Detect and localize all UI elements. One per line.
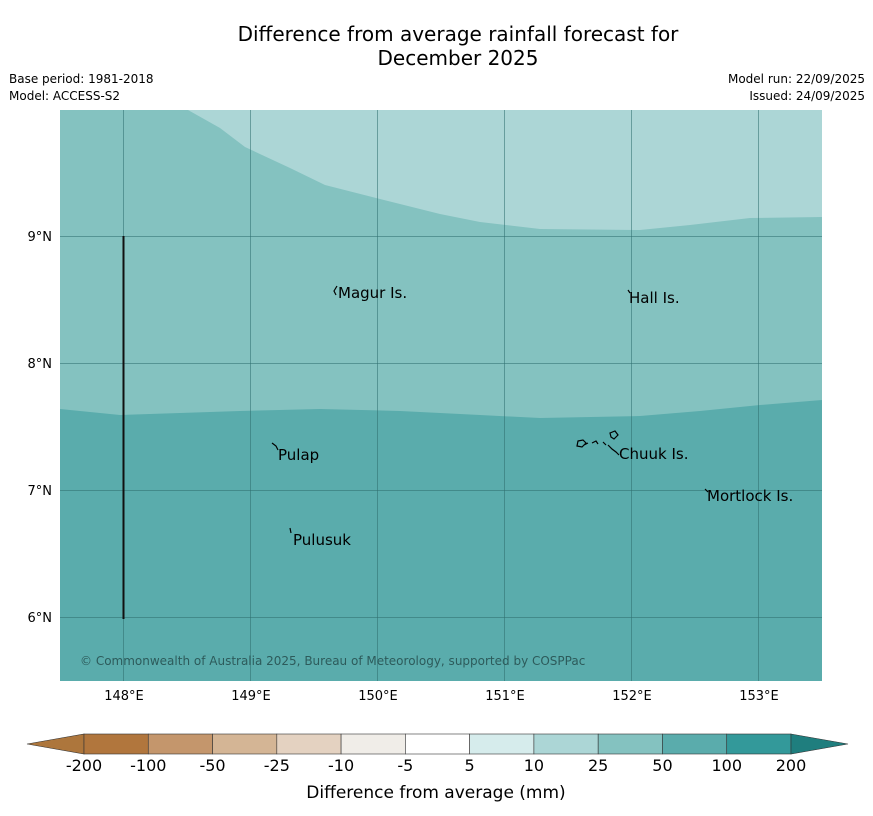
colorbar-title: Difference from average (mm) bbox=[306, 783, 565, 803]
chuuk-lagoon-shape bbox=[576, 430, 620, 456]
colorbar-tick-label: -200 bbox=[66, 756, 102, 775]
colorbar-labels: -200 -100 -50 -25 -10 -5 5 10 25 50 100 200 bbox=[66, 756, 806, 775]
colorbar-tick-label: -100 bbox=[130, 756, 166, 775]
colorbar-tick-label: -25 bbox=[264, 756, 290, 775]
colorbar-tick-label: 5 bbox=[465, 756, 475, 775]
place-label-hall: Hall Is. bbox=[629, 289, 680, 307]
title-line-2: December 2025 bbox=[377, 46, 539, 70]
model-name: Model: ACCESS-S2 bbox=[9, 89, 121, 103]
place-label-mortlock: Mortlock Is. bbox=[707, 487, 793, 505]
colorbar-cell bbox=[405, 733, 470, 755]
issued-date: Issued: 24/09/2025 bbox=[749, 89, 865, 103]
lon-label-149e: 149°E bbox=[231, 689, 271, 704]
lat-label-6n: 6°N bbox=[28, 611, 53, 626]
colorbar-cell bbox=[212, 733, 278, 755]
colorbar-cells bbox=[83, 733, 792, 755]
pulusuk-island-shape bbox=[289, 527, 292, 534]
place-label-chuuk: Chuuk Is. bbox=[619, 445, 688, 463]
lon-label-153e: 153°E bbox=[739, 689, 779, 704]
latitude-labels: 9°N 8°N 7°N 6°N bbox=[28, 230, 53, 626]
title-line-1: Difference from average rainfall forecas… bbox=[237, 22, 679, 46]
island-outlines bbox=[271, 285, 709, 534]
lat-label-9n: 9°N bbox=[28, 230, 53, 245]
lon-label-148e: 148°E bbox=[104, 689, 144, 704]
map-panel: Magur Is. Hall Is. Pulap Chuuk Is. Mortl… bbox=[60, 110, 822, 681]
map-title: Difference from average rainfall forecas… bbox=[0, 22, 873, 70]
magur-island-shape bbox=[333, 285, 338, 296]
lat-label-7n: 7°N bbox=[28, 484, 53, 499]
colorbar-cell bbox=[469, 733, 535, 755]
colorbar-arrow-left bbox=[26, 733, 85, 755]
colorbar-arrow-right bbox=[790, 733, 849, 755]
lat-label-8n: 8°N bbox=[28, 357, 53, 372]
colorbar-cell bbox=[597, 733, 663, 755]
place-label-pulusuk: Pulusuk bbox=[293, 531, 351, 549]
colorbar-tick-label: -5 bbox=[397, 756, 413, 775]
colorbar-cell bbox=[83, 733, 149, 755]
colorbar-tick-label: 10 bbox=[524, 756, 544, 775]
colorbar-tick-label: -10 bbox=[328, 756, 354, 775]
colorbar-cell bbox=[726, 733, 792, 755]
colorbar-cell bbox=[662, 733, 728, 755]
longitude-labels: 148°E 149°E 150°E 151°E 152°E 153°E bbox=[104, 689, 779, 704]
colorbar-cell bbox=[340, 733, 406, 755]
place-label-pulap: Pulap bbox=[278, 446, 319, 464]
place-labels: Magur Is. Hall Is. Pulap Chuuk Is. Mortl… bbox=[278, 284, 793, 549]
model-run: Model run: 22/09/2025 bbox=[727, 72, 865, 86]
lon-label-152e: 152°E bbox=[612, 689, 652, 704]
meta-left: Base period: 1981-2018 Model: ACCESS-S2 bbox=[9, 71, 154, 105]
hall-island-shape bbox=[627, 289, 631, 294]
graticule bbox=[60, 110, 822, 681]
colorbar-tick-label: 200 bbox=[776, 756, 807, 775]
meta-right: Model run: 22/09/2025 Issued: 24/09/2025 bbox=[728, 71, 865, 105]
copyright-note: © Commonwealth of Australia 2025, Bureau… bbox=[80, 654, 585, 668]
colorbar-cell bbox=[276, 733, 342, 755]
colorbar-tick-label: 25 bbox=[588, 756, 608, 775]
place-label-magur: Magur Is. bbox=[338, 284, 407, 302]
lon-label-150e: 150°E bbox=[358, 689, 398, 704]
colorbar-tick-label: 50 bbox=[652, 756, 672, 775]
mortlock-island-shape bbox=[704, 488, 709, 493]
colorbar: -200 -100 -50 -25 -10 -5 5 10 25 50 100 200 Differe… bbox=[26, 733, 849, 803]
colorbar-tick-label: 100 bbox=[711, 756, 742, 775]
colorbar-cell bbox=[533, 733, 599, 755]
colorbar-tick-label: -50 bbox=[199, 756, 225, 775]
base-period: Base period: 1981-2018 bbox=[9, 72, 154, 86]
colorbar-cell bbox=[147, 733, 213, 755]
lon-label-151e: 151°E bbox=[485, 689, 525, 704]
pulap-island-shape bbox=[271, 442, 279, 451]
